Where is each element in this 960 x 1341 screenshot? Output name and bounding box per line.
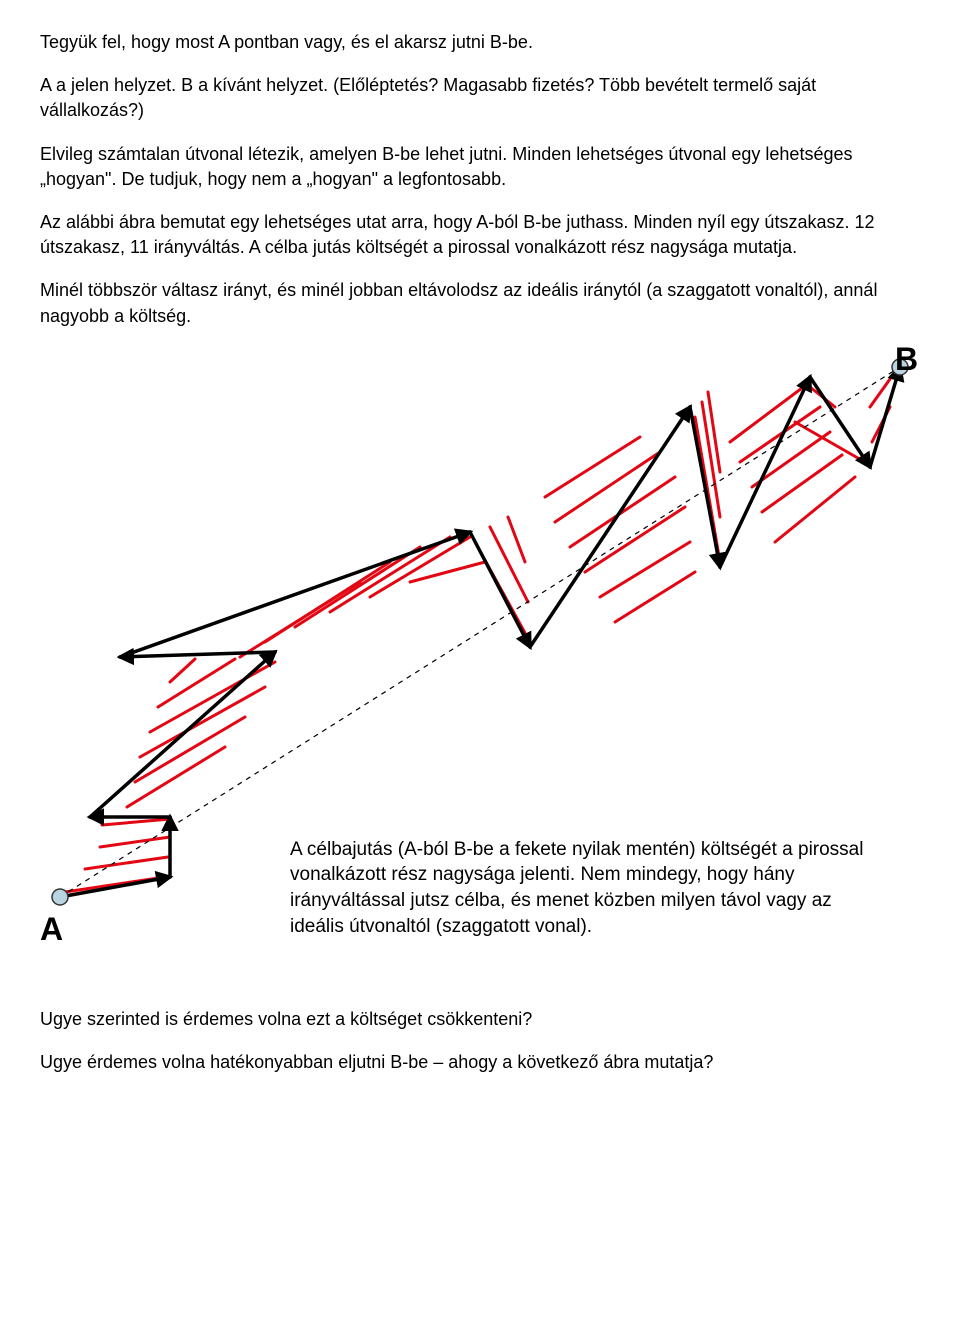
para-5: Minél többször váltasz irányt, és minél … — [40, 278, 920, 328]
label-a: A — [40, 907, 63, 952]
path-diagram: A B A célbajutás (A-ból B-be a fekete ny… — [40, 347, 920, 987]
para-7: Ugye érdemes volna hatékonyabban eljutni… — [40, 1050, 920, 1075]
para-4: Az alábbi ábra bemutat egy lehetséges ut… — [40, 210, 920, 260]
para-6: Ugye szerinted is érdemes volna ezt a kö… — [40, 1007, 920, 1032]
diagram-caption: A célbajutás (A-ból B-be a fekete nyilak… — [290, 837, 890, 940]
label-b: B — [895, 337, 918, 382]
para-1: Tegyük fel, hogy most A pontban vagy, és… — [40, 30, 920, 55]
para-2: A a jelen helyzet. B a kívánt helyzet. (… — [40, 73, 920, 123]
para-3: Elvileg számtalan útvonal létezik, amely… — [40, 142, 920, 192]
